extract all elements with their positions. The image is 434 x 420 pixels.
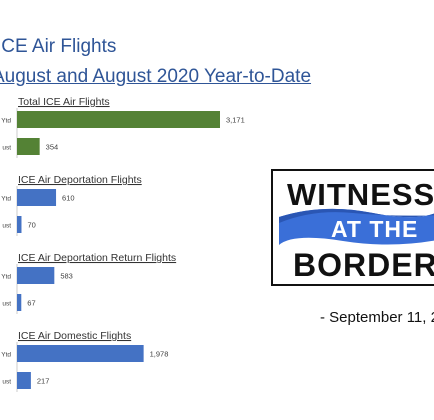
witness-at-the-border-logo: WITNESS AT THE BORDER: [271, 169, 434, 286]
bar: [17, 345, 144, 362]
chart-title: Total ICE Air Flights: [18, 96, 110, 108]
bar-value-label: 610: [62, 194, 75, 203]
category-label: ust: [2, 145, 11, 152]
category-label: Ytd: [1, 118, 11, 125]
bar-value-label: 67: [27, 299, 35, 308]
chart-title: ICE Air Deportation Flights: [18, 174, 142, 186]
category-label: ust: [2, 223, 11, 230]
date-text: - September 11, 2020: [320, 309, 434, 326]
slide-subtitle: August and August 2020 Year-to-Date: [0, 66, 312, 87]
logo-text-at-the: AT THE: [331, 216, 419, 242]
bar: [17, 294, 22, 311]
bar: [17, 216, 22, 233]
chart-title: ICE Air Domestic Flights: [18, 330, 131, 342]
slide-title: ICE Air Flights: [0, 36, 117, 57]
category-label: Ytd: [1, 196, 11, 203]
bar-value-label: 354: [46, 143, 59, 152]
bar-value-label: 70: [27, 221, 35, 230]
logo-text-witness: WITNESS: [287, 177, 434, 212]
bar: [17, 372, 31, 389]
chart-title: ICE Air Deportation Return Flights: [18, 252, 176, 264]
category-label: Ytd: [1, 352, 11, 359]
category-label: Ytd: [1, 274, 11, 281]
bar-value-label: 3,171: [226, 116, 245, 125]
category-label: ust: [2, 301, 11, 308]
bar: [17, 138, 40, 155]
logo-wave-banner: [279, 208, 434, 245]
logo-text-border: BORDER: [293, 247, 434, 283]
bar: [17, 267, 55, 284]
category-label: ust: [2, 379, 11, 386]
bar-value-label: 217: [37, 377, 50, 386]
bar-value-label: 1,978: [150, 350, 169, 359]
bar: [17, 189, 57, 206]
bar: [17, 111, 220, 128]
bar-value-label: 583: [60, 272, 73, 281]
